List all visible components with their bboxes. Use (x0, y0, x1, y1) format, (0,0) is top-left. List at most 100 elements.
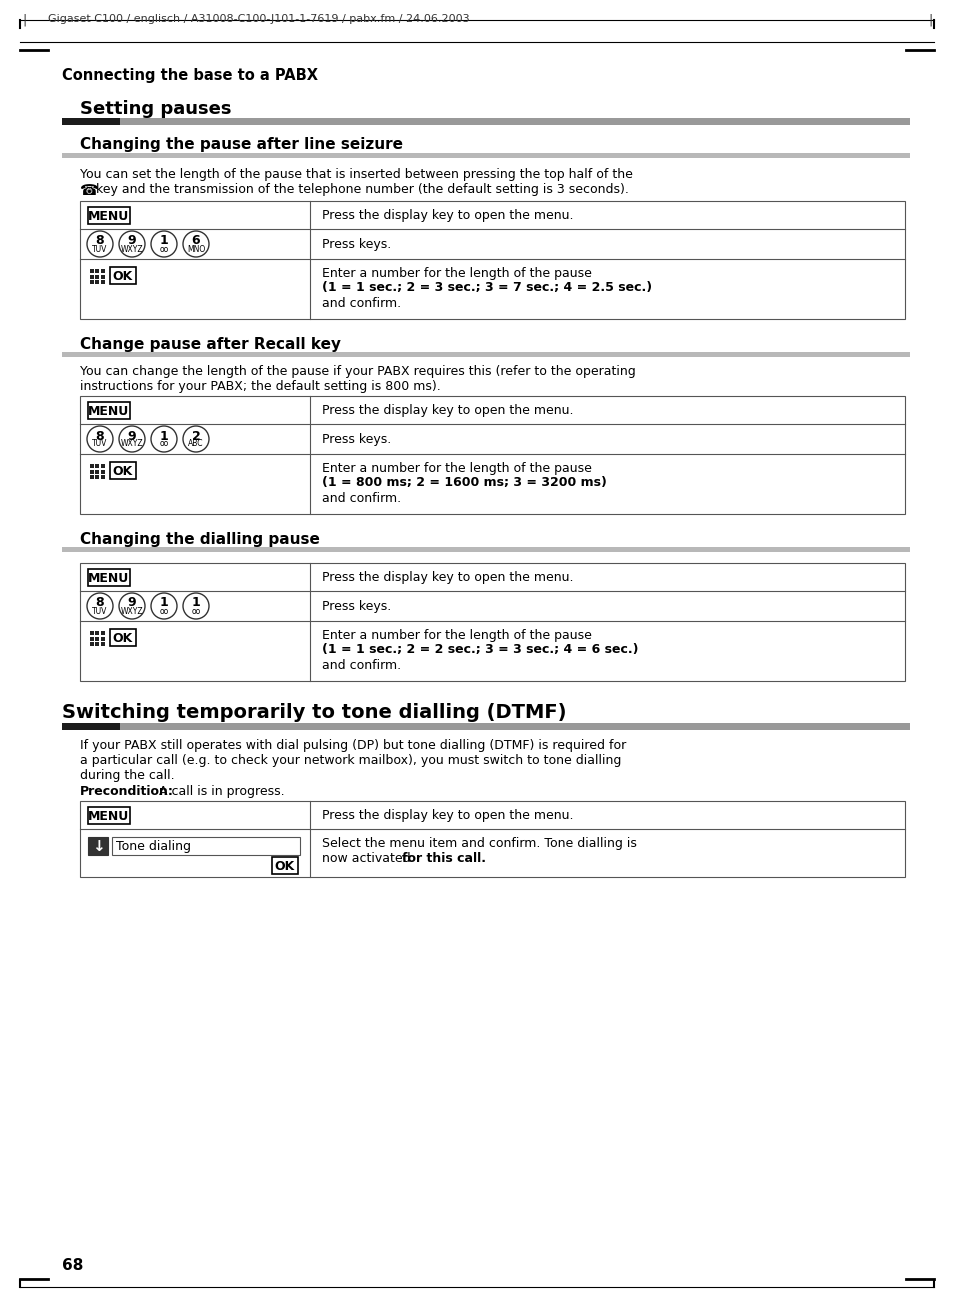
Text: now activated: now activated (322, 852, 415, 865)
Text: Press the display key to open the menu.: Press the display key to open the menu. (322, 209, 573, 222)
Text: (1 = 1 sec.; 2 = 2 sec.; 3 = 3 sec.; 4 = 6 sec.): (1 = 1 sec.; 2 = 2 sec.; 3 = 3 sec.; 4 =… (322, 643, 638, 656)
Bar (88, 569, 130, 586)
Text: 8: 8 (95, 234, 104, 247)
Bar (90, 469, 94, 473)
Bar (95, 280, 99, 284)
Bar (101, 637, 105, 640)
Text: (1 = 1 sec.; 2 = 3 sec.; 3 = 7 sec.; 4 = 2.5 sec.): (1 = 1 sec.; 2 = 3 sec.; 3 = 7 sec.; 4 =… (322, 281, 652, 294)
Bar (112, 836, 299, 855)
Bar (62, 548, 909, 552)
Text: a particular call (e.g. to check your network mailbox), you must switch to tone : a particular call (e.g. to check your ne… (80, 754, 620, 767)
Bar (62, 352, 909, 357)
Bar (88, 207, 130, 223)
Text: Changing the dialling pause: Changing the dialling pause (80, 532, 319, 548)
Bar (272, 857, 297, 874)
Bar (90, 274, 94, 278)
Text: instructions for your PABX; the default setting is 800 ms).: instructions for your PABX; the default … (80, 380, 440, 393)
Bar (120, 118, 909, 125)
Bar (110, 461, 136, 478)
Bar (101, 274, 105, 278)
Bar (101, 269, 105, 273)
Text: 1: 1 (159, 596, 168, 609)
Text: Press the display key to open the menu.: Press the display key to open the menu. (322, 809, 573, 822)
Text: Setting pauses: Setting pauses (80, 101, 232, 118)
Text: Press the display key to open the menu.: Press the display key to open the menu. (322, 571, 573, 584)
Bar (95, 274, 99, 278)
Text: ☎: ☎ (80, 183, 99, 197)
Bar (80, 396, 904, 514)
Text: Change pause after Recall key: Change pause after Recall key (80, 337, 340, 352)
Text: key and the transmission of the telephone number (the default setting is 3 secon: key and the transmission of the telephon… (96, 183, 628, 196)
Bar (120, 723, 909, 731)
Text: 68: 68 (62, 1259, 83, 1273)
Text: TUV: TUV (92, 606, 108, 616)
Text: Connecting the base to a PABX: Connecting the base to a PABX (62, 68, 317, 84)
Text: 2: 2 (192, 430, 200, 443)
Text: 8: 8 (95, 430, 104, 443)
Text: WXYZ: WXYZ (121, 244, 143, 254)
Text: oo: oo (159, 439, 169, 448)
Bar (90, 642, 94, 646)
Bar (90, 474, 94, 478)
Bar (110, 629, 136, 646)
Bar (62, 153, 909, 158)
Bar (62, 723, 120, 731)
Text: Switching temporarily to tone dialling (DTMF): Switching temporarily to tone dialling (… (62, 703, 566, 721)
Text: 6: 6 (192, 234, 200, 247)
Bar (101, 631, 105, 635)
Bar (80, 801, 904, 877)
Text: ↓: ↓ (91, 839, 105, 853)
Bar (101, 280, 105, 284)
Text: OK: OK (112, 633, 133, 644)
Text: WXYZ: WXYZ (121, 439, 143, 448)
Text: oo: oo (159, 606, 169, 616)
Bar (110, 267, 136, 284)
Text: Press keys.: Press keys. (322, 238, 391, 251)
Text: MENU: MENU (89, 210, 130, 223)
Text: oo: oo (159, 244, 169, 254)
Text: 9: 9 (128, 234, 136, 247)
Text: Enter a number for the length of the pause: Enter a number for the length of the pau… (322, 267, 591, 280)
Text: and confirm.: and confirm. (322, 659, 400, 672)
Text: You can set the length of the pause that is inserted between pressing the top ha: You can set the length of the pause that… (80, 169, 632, 180)
Bar (90, 464, 94, 468)
Bar (90, 631, 94, 635)
Bar (95, 631, 99, 635)
Bar (80, 563, 904, 681)
Text: TUV: TUV (92, 244, 108, 254)
Text: OK: OK (112, 271, 133, 284)
Bar (62, 118, 120, 125)
Text: WXYZ: WXYZ (121, 606, 143, 616)
Bar (95, 637, 99, 640)
Text: ABC: ABC (188, 439, 204, 448)
Bar (101, 642, 105, 646)
Text: Enter a number for the length of the pause: Enter a number for the length of the pau… (322, 629, 591, 642)
Text: TUV: TUV (92, 439, 108, 448)
Bar (80, 201, 904, 319)
Text: A call is in progress.: A call is in progress. (154, 786, 284, 799)
Text: Press the display key to open the menu.: Press the display key to open the menu. (322, 404, 573, 417)
Text: 1: 1 (192, 596, 200, 609)
Bar (90, 269, 94, 273)
Text: MENU: MENU (89, 810, 130, 823)
Text: MENU: MENU (89, 572, 130, 586)
Bar (95, 469, 99, 473)
Bar (95, 474, 99, 478)
Text: Precondition:: Precondition: (80, 786, 173, 799)
Text: for this call.: for this call. (401, 852, 485, 865)
Text: and confirm.: and confirm. (322, 491, 400, 505)
Text: 9: 9 (128, 596, 136, 609)
Text: 1: 1 (159, 430, 168, 443)
Bar (90, 637, 94, 640)
Text: You can change the length of the pause if your PABX requires this (refer to the : You can change the length of the pause i… (80, 365, 635, 378)
Text: |: | (22, 14, 27, 27)
Text: MENU: MENU (89, 405, 130, 418)
Text: 8: 8 (95, 596, 104, 609)
Bar (88, 806, 130, 823)
Text: and confirm.: and confirm. (322, 297, 400, 310)
Text: during the call.: during the call. (80, 769, 174, 782)
Bar (101, 464, 105, 468)
Text: Tone dialing: Tone dialing (116, 840, 191, 853)
Text: Gigaset C100 / englisch / A31008-C100-J101-1-7619 / pabx.fm / 24.06.2003: Gigaset C100 / englisch / A31008-C100-J1… (48, 14, 469, 24)
Text: OK: OK (112, 465, 133, 478)
